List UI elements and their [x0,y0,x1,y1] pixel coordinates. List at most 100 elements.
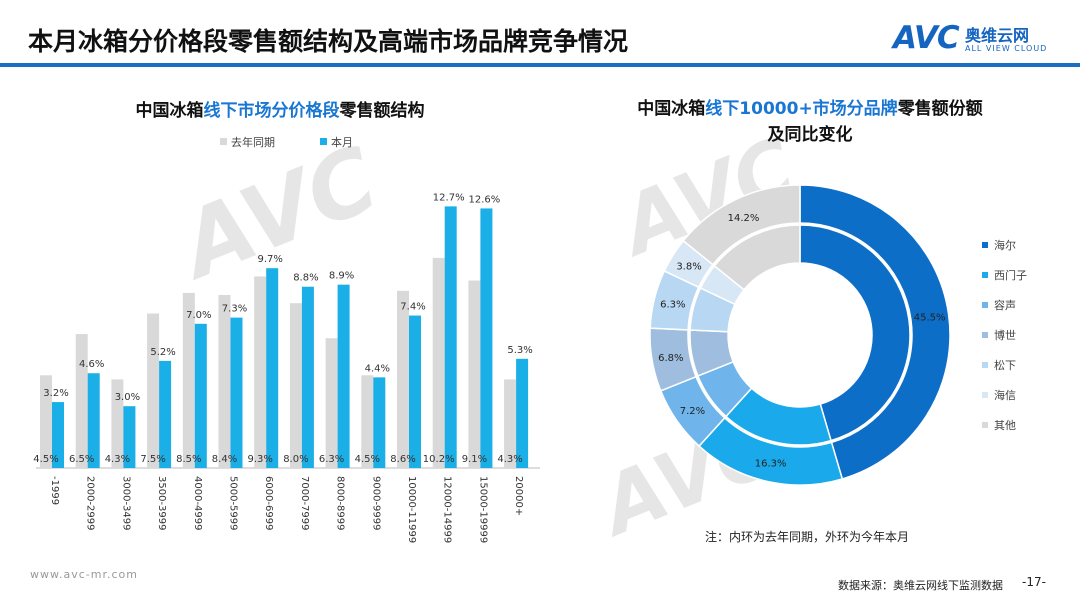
category-tick-label: 9000-9999 [370,476,381,531]
bar-label-this-month: 12.7% [433,192,465,203]
bar-label-last-year: 7.5% [140,454,165,465]
bar-this-month [159,360,172,468]
category-tick-label: 12000-14999 [442,476,453,543]
donut-inner-slice [713,224,801,291]
page-title: 本月冰箱分价格段零售额结构及高端市场品牌竞争情况 [28,27,629,56]
bar-last-year [504,379,517,468]
bar-legend-this-month: 本月 [320,134,353,150]
bar-this-month [266,268,279,468]
bar-this-month [194,323,207,468]
category-tick-label: -1999 [49,476,60,505]
bar-label-last-year: 4.5% [33,454,58,465]
bar-label-this-month: 7.0% [186,310,211,321]
bar-last-year [218,294,231,468]
bar-label-last-year: 6.3% [319,454,344,465]
bar-this-month [480,208,493,468]
bar-this-month [337,284,350,468]
bar-label-this-month: 8.9% [329,271,354,282]
bar-last-year [432,257,445,468]
bar-label-last-year: 9.1% [462,454,487,465]
donut-legend-item: 海尔 [982,230,1027,260]
donut-outer-label: 6.8% [658,353,683,364]
bar-this-month [87,373,100,468]
category-tick-label: 20000+ [513,476,524,516]
donut-legend-item: 西门子 [982,260,1027,290]
donut-legend-item: 松下 [982,350,1027,380]
donut-outer-slice [799,184,951,480]
bar-label-last-year: 8.4% [212,454,237,465]
bar-last-year [182,292,195,468]
bar-legend-last-year: 去年同期 [220,134,275,150]
bar-label-this-month: 8.8% [293,273,318,284]
ring-note: 注：内环为去年同期，外环为今年本月 [705,530,910,544]
bar-this-month [444,206,457,468]
bar-last-year [325,338,338,468]
page-number: -17- [1022,575,1046,589]
bar-label-this-month: 5.3% [507,345,532,356]
donut-legend-item: 博世 [982,320,1027,350]
bar-this-month [123,406,136,468]
donut-outer-label: 7.2% [680,406,705,417]
donut-inner-slice [799,224,911,442]
donut-outer-label: 6.3% [660,299,685,310]
bar-last-year [147,313,160,468]
category-tick-label: 15000-19999 [477,476,488,543]
bar-last-year [75,334,88,468]
donut-legend-item: 容声 [982,290,1027,320]
bar-chart-subtitle: 中国冰箱线下市场分价格段零售额结构 [135,101,425,121]
bar-label-last-year: 9.3% [247,454,272,465]
bar-label-last-year: 6.5% [69,454,94,465]
donut-outer-label: 14.2% [728,213,760,224]
bar-label-last-year: 4.3% [497,454,522,465]
category-tick-label: 2000-2999 [85,476,96,531]
data-source: 数据来源：奥维云网线下监测数据 [838,579,1003,592]
bar-last-year [40,375,52,468]
bar-label-last-year: 8.5% [176,454,201,465]
bar-last-year [468,280,481,468]
donut-outer-label: 16.3% [755,459,787,470]
bar-last-year [397,290,409,468]
category-tick-label: 3000-3499 [120,476,131,531]
bar-label-last-year: 8.6% [390,454,415,465]
category-tick-label: 6000-6999 [263,476,274,531]
bar-label-this-month: 5.2% [150,347,175,358]
bar-this-month [301,286,314,468]
bar-this-month [230,317,243,468]
donut-outer-label: 45.5% [914,312,946,323]
donut-legend-item: 海信 [982,380,1027,410]
bar-label-last-year: 8.0% [283,454,308,465]
category-tick-label: 8000-8999 [335,476,346,531]
bar-label-last-year: 4.5% [355,454,380,465]
bar-label-last-year: 4.3% [105,454,130,465]
donut-legend: 海尔 西门子 容声 博世 松下 海信 其他 [982,230,1027,440]
pie-chart-subtitle: 中国冰箱线下10000+市场分品牌零售额份额 及同比变化 [637,99,983,145]
bar-this-month [52,402,64,468]
bar-this-month [409,315,421,468]
bar-this-month [516,358,529,468]
bar-last-year [111,379,124,468]
bar-chart: 4.5% 3.2% -1999 6.5% 4.6% 2000-2999 4.3% 3.0% 30… [33,192,540,543]
donut-outer-slice [682,184,801,266]
category-tick-label: 5000-5999 [228,476,239,531]
bar-label-this-month: 4.6% [79,359,104,370]
bar-this-month [373,377,386,468]
bar-label-this-month: 9.7% [257,254,282,265]
header-rule [0,63,1080,67]
bar-label-this-month: 3.2% [43,388,68,399]
bar-label-last-year: 10.2% [423,454,455,465]
category-tick-label: 10000-11999 [406,476,417,543]
bar-label-this-month: 7.4% [400,302,425,313]
category-tick-label: 4000-4999 [192,476,203,531]
bar-last-year [289,303,302,468]
bar-last-year [254,276,267,468]
bar-label-this-month: 3.0% [115,392,140,403]
website-url: www.avc-mr.com [30,568,138,581]
bar-label-this-month: 7.3% [222,304,247,315]
bar-label-this-month: 12.6% [469,194,501,205]
bar-label-this-month: 4.4% [365,363,390,374]
category-tick-label: 3500-3999 [156,476,167,531]
avc-logo: AVC 奥维云网 ALL VIEW CLOUD [893,20,1048,56]
donut-chart: 45.5% 16.3% 7.2% 6.8% 6.3% 3.8% 14.2% [649,184,951,486]
donut-outer-label: 3.8% [676,261,701,272]
category-tick-label: 7000-7999 [299,476,310,531]
